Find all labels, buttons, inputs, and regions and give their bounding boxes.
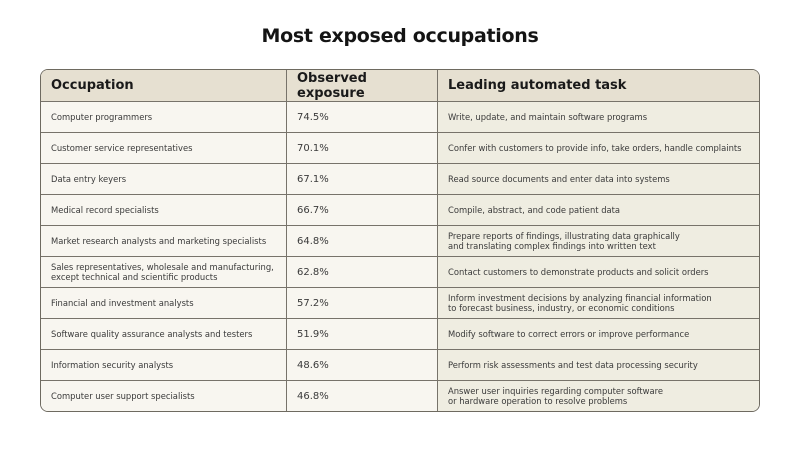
occupation-cell: Computer programmers: [41, 102, 286, 132]
occupation-cell: Software quality assurance analysts and …: [41, 319, 286, 349]
task-cell: Inform investment decisions by analyzing…: [437, 288, 759, 318]
task-cell: Answer user inquiries regarding computer…: [437, 381, 759, 411]
table-header-row: Occupation Observed exposure Leading aut…: [41, 70, 759, 101]
exposure-cell: 66.7%: [286, 195, 437, 225]
exposure-cell: 62.8%: [286, 257, 437, 287]
table-row: Computer programmers 74.5% Write, update, …: [41, 101, 759, 132]
header-occupation: Occupation: [41, 70, 286, 101]
task-cell: Write, update, and maintain software pro…: [437, 102, 759, 132]
table-row: Sales representatives, wholesale and man…: [41, 256, 759, 287]
table-row: Software quality assurance analysts and …: [41, 318, 759, 349]
task-cell: Confer with customers to provide info, t…: [437, 133, 759, 163]
occupation-cell: Market research analysts and marketing s…: [41, 226, 286, 256]
exposure-cell: 57.2%: [286, 288, 437, 318]
occupation-cell: Sales representatives, wholesale and man…: [41, 257, 286, 287]
occupation-cell: Computer user support specialists: [41, 381, 286, 411]
exposure-cell: 70.1%: [286, 133, 437, 163]
task-cell: Read source documents and enter data int…: [437, 164, 759, 194]
table-row: Computer user support specialists 46.8% An…: [41, 380, 759, 411]
table-row: Data entry keyers 67.1% Read source docume…: [41, 163, 759, 194]
occupation-cell: Information security analysts: [41, 350, 286, 380]
task-cell: Contact customers to demonstrate product…: [437, 257, 759, 287]
task-cell: Perform risk assessments and test data p…: [437, 350, 759, 380]
table-row: Customer service representatives 70.1% Con…: [41, 132, 759, 163]
exposure-cell: 48.6%: [286, 350, 437, 380]
occupation-cell: Customer service representatives: [41, 133, 286, 163]
exposure-cell: 51.9%: [286, 319, 437, 349]
table-row: Medical record specialists 66.7% Compile, …: [41, 194, 759, 225]
exposure-cell: 64.8%: [286, 226, 437, 256]
task-cell: Prepare reports of findings, illustratin…: [437, 226, 759, 256]
occupation-cell: Financial and investment analysts: [41, 288, 286, 318]
exposure-cell: 67.1%: [286, 164, 437, 194]
table-row: Market research analysts and marketing s…: [41, 225, 759, 256]
occupation-cell: Medical record specialists: [41, 195, 286, 225]
task-cell: Compile, abstract, and code patient data: [437, 195, 759, 225]
table-row: Financial and investment analysts 57.2% In…: [41, 287, 759, 318]
exposure-cell: 46.8%: [286, 381, 437, 411]
occupations-table: Occupation Observed exposure Leading aut…: [40, 69, 760, 412]
header-observed-exposure: Observed exposure: [286, 70, 437, 101]
header-leading-task: Leading automated task: [437, 70, 759, 101]
table-row: Information security analysts 48.6% Perfor…: [41, 349, 759, 380]
table-title: Most exposed occupations: [261, 25, 539, 47]
exposure-cell: 74.5%: [286, 102, 437, 132]
occupation-cell: Data entry keyers: [41, 164, 286, 194]
task-cell: Modify software to correct errors or imp…: [437, 319, 759, 349]
